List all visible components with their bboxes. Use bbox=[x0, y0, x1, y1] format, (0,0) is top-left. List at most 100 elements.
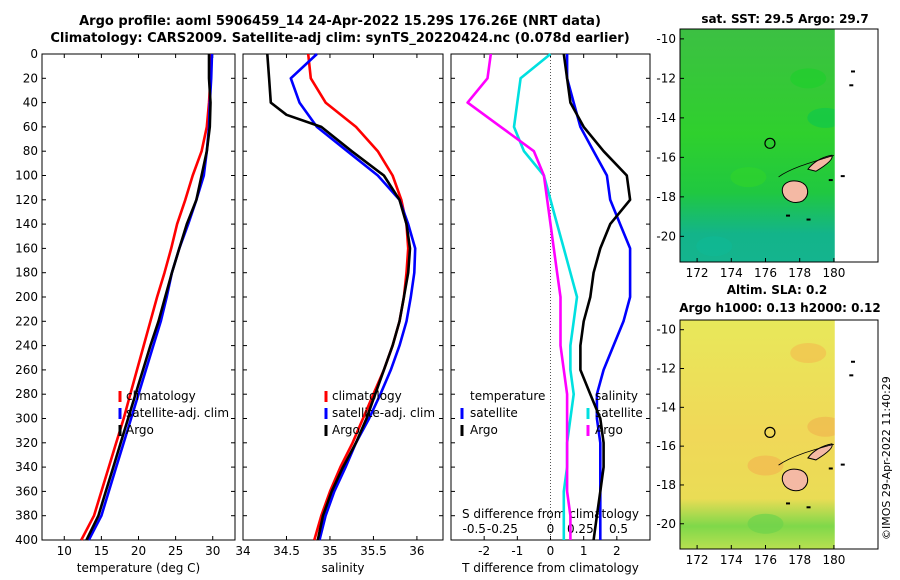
series-difference-t-argo bbox=[562, 53, 632, 541]
figure-title-line2: Climatology: CARS2009. Satellite-adj cli… bbox=[50, 31, 630, 46]
xtick-label-top: -0.5 bbox=[463, 522, 486, 536]
ytick-label: 380 bbox=[15, 509, 38, 523]
map-ytick-label: -10 bbox=[656, 323, 676, 337]
island-viti-levu bbox=[781, 468, 809, 492]
map-blotch bbox=[696, 236, 733, 257]
series-temperature-argo bbox=[85, 54, 212, 541]
legend-label: Argo bbox=[332, 423, 360, 437]
map-panels: 172 174 176 178 180 -10 -12 -14 -16 -18 -20 172 174 1… bbox=[656, 28, 879, 567]
small-island bbox=[828, 467, 833, 470]
reef-outline bbox=[778, 154, 835, 178]
ytick-label: 140 bbox=[15, 217, 38, 231]
map-blotch bbox=[747, 455, 784, 476]
ytick-label: 180 bbox=[15, 266, 38, 280]
map-ytick-label: -16 bbox=[656, 439, 676, 453]
ytick-label: 360 bbox=[15, 484, 38, 498]
xtick-label-top: 0.5 bbox=[609, 522, 628, 536]
map-ytick-label: -14 bbox=[656, 400, 676, 414]
map-xtick-label: 176 bbox=[754, 266, 777, 280]
reef-outline bbox=[778, 443, 835, 466]
map-ytick-label: -12 bbox=[656, 362, 676, 376]
map-blotch bbox=[790, 342, 827, 363]
small-island bbox=[840, 175, 845, 178]
xtick-label: 15 bbox=[94, 544, 109, 558]
sla-map-title-line2: Argo h1000: 0.13 h2000: 0.12 bbox=[679, 301, 881, 315]
ytick-label: 340 bbox=[15, 460, 38, 474]
map-ytick-label: -20 bbox=[656, 229, 676, 243]
small-island bbox=[849, 84, 854, 87]
series-salinity-satellite-adj-clim bbox=[289, 53, 417, 541]
argo-location-marker bbox=[764, 426, 776, 438]
map-ytick-label: -20 bbox=[656, 517, 676, 531]
map-xtick-label: 180 bbox=[822, 553, 845, 567]
small-island bbox=[840, 463, 845, 466]
map-ytick-label: -18 bbox=[656, 190, 676, 204]
xtick-label: 20 bbox=[131, 544, 146, 558]
map-xtick-label: 172 bbox=[686, 266, 709, 280]
ytick-label: 160 bbox=[15, 241, 38, 255]
series-temperature-satellite-adj-clim bbox=[87, 53, 214, 541]
profile-axes: 0204060801001201401601802002202402602803… bbox=[15, 47, 651, 575]
map-nodata-strip bbox=[834, 320, 851, 549]
small-island bbox=[806, 218, 811, 221]
xtick-label: -1 bbox=[511, 544, 523, 558]
series-salinity-argo bbox=[266, 53, 412, 541]
map-blotch bbox=[790, 68, 827, 89]
xtick-label: 2 bbox=[613, 544, 621, 558]
small-island bbox=[786, 502, 791, 505]
map-ytick-label: -16 bbox=[656, 150, 676, 164]
xtick-label: 34.5 bbox=[273, 544, 300, 558]
xtick-label-top: 0.25 bbox=[567, 522, 594, 536]
xaxis-label: T difference from climatology bbox=[461, 561, 639, 575]
xtick-label: 25 bbox=[168, 544, 183, 558]
xaxis-label: salinity bbox=[321, 561, 364, 575]
legend-label: Argo bbox=[126, 423, 154, 437]
legend-label: satellite-adj. clim bbox=[332, 406, 435, 420]
legend-label: satellite-adj. clim bbox=[126, 406, 229, 420]
sst-map-title: sat. SST: 29.5 Argo: 29.7 bbox=[701, 12, 869, 26]
ytick-label: 220 bbox=[15, 314, 38, 328]
xtick-label: 36 bbox=[409, 544, 424, 558]
xtick-label-top: -0.25 bbox=[487, 522, 518, 536]
small-island bbox=[786, 214, 791, 217]
map-frame-sla_map bbox=[679, 319, 879, 550]
ytick-label: 200 bbox=[15, 290, 38, 304]
small-island bbox=[849, 374, 854, 377]
xtick-label: -2 bbox=[478, 544, 490, 558]
series-difference-t-satellite bbox=[565, 54, 632, 540]
ytick-label: 20 bbox=[23, 71, 38, 85]
ytick-label: 100 bbox=[15, 169, 38, 183]
legend-label: satellite bbox=[470, 406, 518, 420]
small-island bbox=[806, 506, 811, 509]
ytick-label: 80 bbox=[23, 144, 38, 158]
xtick-label: 34 bbox=[235, 544, 250, 558]
map-frame-sst_map bbox=[679, 28, 879, 263]
legend-label: climatology bbox=[332, 389, 402, 403]
ytick-label: 320 bbox=[15, 436, 38, 450]
ytick-label: 300 bbox=[15, 412, 38, 426]
xaxis-label: temperature (deg C) bbox=[77, 561, 200, 575]
legend-label: temperature bbox=[470, 389, 545, 403]
ytick-label: 280 bbox=[15, 387, 38, 401]
xtick-label: 10 bbox=[57, 544, 72, 558]
map-blotch bbox=[807, 107, 844, 128]
map-xtick-label: 174 bbox=[720, 266, 743, 280]
ytick-label: 0 bbox=[30, 47, 38, 61]
sla-map-title-line1: Altim. SLA: 0.2 bbox=[726, 283, 828, 297]
map-blotch bbox=[747, 513, 784, 534]
island-vanua-levu bbox=[807, 154, 833, 172]
xtick-label: 0 bbox=[547, 544, 555, 558]
legend-label: Argo bbox=[470, 423, 498, 437]
legend-label: salinity bbox=[595, 389, 638, 403]
ytick-label: 120 bbox=[15, 193, 38, 207]
map-blotch bbox=[807, 416, 844, 437]
xtick-label: 1 bbox=[580, 544, 588, 558]
map-nodata-strip bbox=[834, 29, 851, 262]
ytick-label: 400 bbox=[15, 533, 38, 547]
small-island bbox=[828, 179, 833, 182]
map-xtick-label: 180 bbox=[822, 266, 845, 280]
map-ytick-label: -12 bbox=[656, 71, 676, 85]
xtick-label-top: 0 bbox=[547, 522, 555, 536]
map-ytick-label: -18 bbox=[656, 478, 676, 492]
